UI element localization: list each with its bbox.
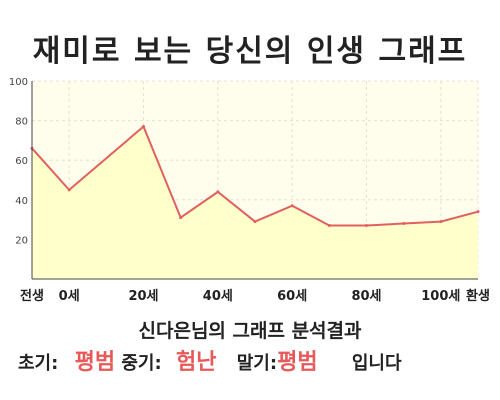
x-tick-label: 40세 bbox=[203, 289, 233, 304]
early-value: 평범 bbox=[74, 350, 116, 375]
late-label: 말기: bbox=[236, 353, 278, 374]
x-tick-label: 80세 bbox=[351, 289, 381, 304]
mid-label: 중기: bbox=[121, 353, 162, 374]
y-tick-label: 40 bbox=[15, 196, 28, 207]
data-point: 28 bbox=[402, 222, 406, 226]
page-title: 재미로 보는 당신의 인생 그래프 bbox=[32, 34, 468, 69]
data-point: 27 bbox=[365, 224, 368, 228]
y-tick-label: 80 bbox=[15, 117, 28, 128]
data-point: 77 bbox=[142, 125, 145, 129]
data-point: 31 bbox=[179, 216, 183, 220]
late-value: 평범 bbox=[277, 350, 318, 375]
data-point: 34 bbox=[476, 210, 480, 214]
x-tick-label: 100세 bbox=[421, 289, 460, 304]
early-label: 초기: bbox=[18, 353, 59, 374]
x-tick-label: 환생 bbox=[466, 288, 490, 304]
series-line bbox=[31, 124, 479, 227]
y-tick-label: 60 bbox=[15, 156, 28, 167]
x-tick-label: 전생 bbox=[20, 288, 44, 304]
data-point: 29 bbox=[253, 220, 257, 224]
analysis-subtitle: 신다은님의 그래프 분석결과 bbox=[138, 320, 362, 342]
analysis-result: 초기: 평범 중기: 험난 말기:평범 입니다 bbox=[18, 345, 482, 382]
y-tick-label: 100 bbox=[9, 77, 28, 88]
series-area-fill bbox=[32, 126, 478, 279]
x-tick-label: 0세 bbox=[59, 289, 80, 304]
data-point: 27 bbox=[327, 224, 331, 228]
y-tick-label: 20 bbox=[15, 235, 28, 246]
data-point: 44 bbox=[216, 190, 220, 194]
x-tick-label: 20세 bbox=[128, 289, 158, 304]
data-point: 37 bbox=[290, 204, 294, 208]
series-points: 664577314429372727282934 bbox=[30, 125, 480, 228]
y-axis-ticks: 20 40 60 80 100 bbox=[9, 77, 28, 246]
chart-axes bbox=[31, 81, 478, 280]
result-suffix: 입니다 bbox=[351, 353, 402, 374]
x-axis-ticks: 전생 0세 20세 40세 60세 80세 100세 환생 bbox=[20, 288, 490, 304]
data-point: 45 bbox=[67, 188, 71, 192]
data-point: 29 bbox=[439, 220, 443, 224]
x-tick-label: 60세 bbox=[277, 289, 307, 304]
mid-value: 험난 bbox=[175, 350, 217, 375]
